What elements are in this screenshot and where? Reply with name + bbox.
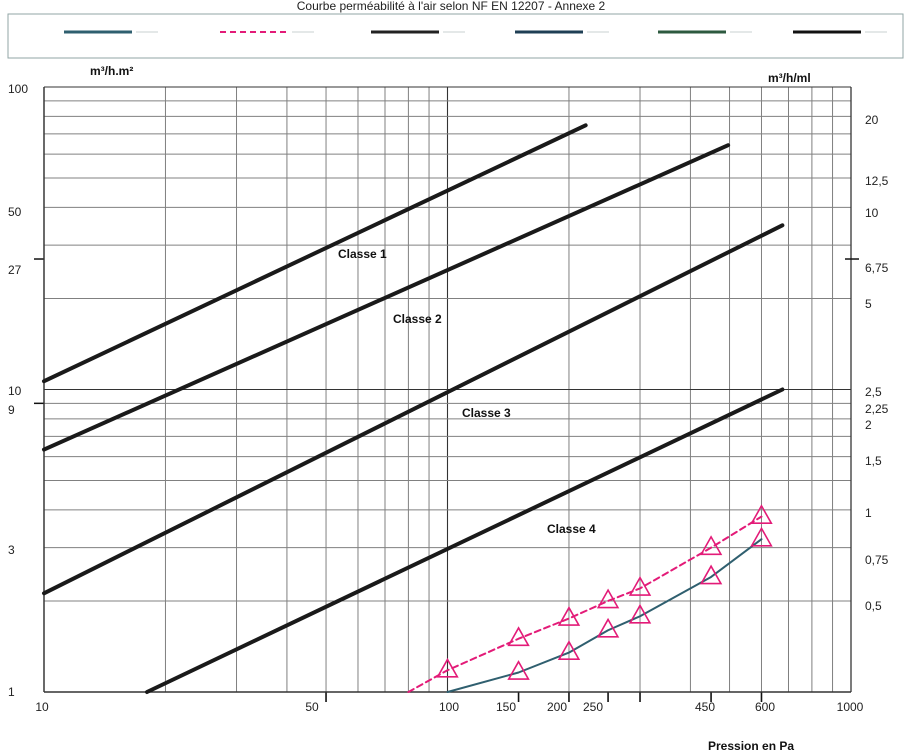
left-tick-label-9: 9 <box>8 403 15 417</box>
triangle-marker-8 <box>507 660 530 680</box>
left-tick-label-3: 3 <box>8 543 15 557</box>
triangle-marker-12 <box>699 564 723 585</box>
x-tick-label-10: 10 <box>35 700 49 714</box>
x-tick-label-150: 150 <box>496 700 516 714</box>
legend-box <box>7 13 904 59</box>
right-tick-label-2-25: 2,25 <box>865 402 889 416</box>
solid-series-line <box>446 538 763 693</box>
x-axis-label: Pression en Pa <box>708 739 794 753</box>
right-tick-label-1-5: 1,5 <box>865 454 882 468</box>
page-title: Courbe perméabilité à l'air selon NF EN … <box>297 0 606 13</box>
right-tick-label-1: 1 <box>865 506 872 520</box>
right-tick-label-6-75: 6,75 <box>865 261 889 275</box>
right-tick-label-0-75: 0,75 <box>865 553 889 567</box>
triangle-marker-1 <box>436 657 459 678</box>
marker-group <box>436 504 773 680</box>
right-tick-label-20: 20 <box>865 113 879 127</box>
right-axis-label: m³/h/ml <box>768 71 811 85</box>
triangle-marker-5 <box>628 575 652 596</box>
grid-lines <box>43 86 852 693</box>
x-tick-label-100: 100 <box>439 700 459 714</box>
classe-2-line <box>42 143 731 452</box>
triangle-marker-6 <box>699 535 723 556</box>
left-tick-label-50: 50 <box>8 205 22 219</box>
x-tick-label-200: 200 <box>547 700 567 714</box>
right-tick-label-5: 5 <box>865 297 872 311</box>
triangle-marker-11 <box>628 603 652 624</box>
right-tick-label-12-5: 12,5 <box>865 174 889 188</box>
left-axis-label: m³/h.m² <box>90 64 133 78</box>
right-tick-label-2-5: 2,5 <box>865 385 882 399</box>
left-tick-label-27: 27 <box>8 263 22 277</box>
tick-marks <box>34 258 859 702</box>
left-tick-label-100: 100 <box>8 82 28 96</box>
dashed-series-line <box>407 515 763 693</box>
x-tick-label-1000: 1000 <box>837 700 864 714</box>
left-tick-label-10: 10 <box>8 384 22 398</box>
triangle-marker-3 <box>557 606 581 626</box>
classe-1-line <box>42 123 588 384</box>
triangle-marker-9 <box>557 640 581 660</box>
x-tick-label-600: 600 <box>755 700 775 714</box>
triangle-marker-4 <box>596 588 620 609</box>
classe-4-line <box>145 387 785 694</box>
classe-2-label: Classe 2 <box>393 312 442 326</box>
triangle-marker-7 <box>750 504 773 525</box>
right-tick-label-10: 10 <box>865 206 879 220</box>
triangle-marker-10 <box>596 617 620 638</box>
x-tick-label-250: 250 <box>583 700 603 714</box>
classe-1-label: Classe 1 <box>338 247 387 261</box>
series-lines <box>42 123 785 694</box>
triangle-marker-13 <box>750 526 773 547</box>
classe-4-label: Classe 4 <box>547 522 596 536</box>
x-tick-label-450: 450 <box>695 700 715 714</box>
left-tick-label-1: 1 <box>8 685 15 699</box>
right-tick-label-0-5: 0,5 <box>865 599 882 613</box>
classe-3-label: Classe 3 <box>462 406 511 420</box>
classe-3-line <box>42 223 785 596</box>
x-tick-label-50: 50 <box>305 700 319 714</box>
triangle-marker-2 <box>507 626 530 647</box>
right-tick-label-2: 2 <box>865 418 872 432</box>
